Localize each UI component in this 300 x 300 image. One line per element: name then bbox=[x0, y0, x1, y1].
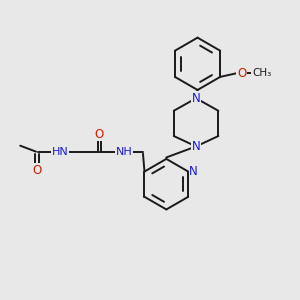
Text: O: O bbox=[32, 164, 41, 177]
Text: O: O bbox=[95, 128, 104, 141]
Text: N: N bbox=[192, 92, 200, 105]
Text: NH: NH bbox=[116, 147, 132, 157]
Text: N: N bbox=[189, 165, 198, 178]
Text: O: O bbox=[237, 67, 246, 80]
Text: N: N bbox=[192, 140, 200, 153]
Text: CH₃: CH₃ bbox=[252, 68, 271, 78]
Text: HN: HN bbox=[52, 147, 68, 157]
